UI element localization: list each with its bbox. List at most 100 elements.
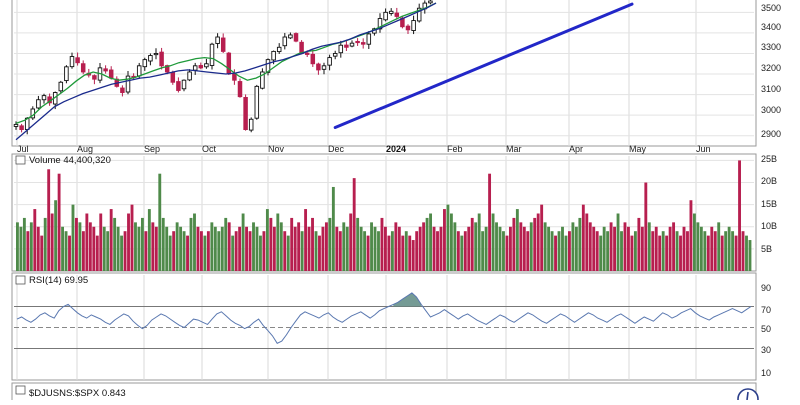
volume-bar xyxy=(620,231,623,271)
volume-bar xyxy=(224,217,228,271)
rsi-tick-10: 10 xyxy=(761,368,771,378)
price-candle xyxy=(349,40,355,48)
volume-bar xyxy=(397,226,401,271)
price-candle xyxy=(327,54,332,71)
volume-bar xyxy=(557,231,561,271)
price-tick-3400: 3400 xyxy=(761,22,781,32)
month-label-nov: Nov xyxy=(268,144,285,154)
month-label-apr: Apr xyxy=(569,144,583,154)
price-candle xyxy=(366,31,372,50)
volume-bar xyxy=(359,226,363,271)
volume-bar xyxy=(293,226,297,271)
volume-legend-swatch xyxy=(15,155,26,165)
rsi-line xyxy=(16,292,752,344)
candle-body xyxy=(215,36,220,44)
candle-body xyxy=(69,56,75,68)
volume-bar xyxy=(262,231,266,271)
volume-bar xyxy=(19,226,23,271)
candle-body xyxy=(344,44,349,48)
volume-bar xyxy=(637,217,641,271)
price-candle xyxy=(321,62,327,75)
volume-bar xyxy=(356,217,360,271)
volume-bar xyxy=(68,235,71,271)
volume-bar xyxy=(679,235,682,271)
volume-bar xyxy=(710,226,714,271)
volume-bar xyxy=(439,226,443,271)
volume-bar xyxy=(581,204,585,271)
volume-bar xyxy=(140,217,144,271)
price-candle xyxy=(176,77,181,93)
price-candle xyxy=(332,50,338,60)
volume-bar xyxy=(331,186,335,271)
volume-bar xyxy=(290,217,294,271)
candle-body xyxy=(176,81,181,91)
volume-bar xyxy=(672,222,676,271)
volume-bar xyxy=(404,231,408,271)
candle-body xyxy=(232,73,237,81)
price-candle xyxy=(248,117,254,133)
volume-bar xyxy=(658,235,662,271)
volume-bar xyxy=(529,222,533,271)
volume-tick-15b: 15B xyxy=(761,199,777,209)
volume-bar xyxy=(26,231,30,271)
price-candle xyxy=(254,84,260,120)
volume-bar xyxy=(661,231,665,271)
volume-bar xyxy=(627,226,630,271)
volume-bar xyxy=(377,231,380,271)
price-candle xyxy=(215,33,220,49)
volume-bar xyxy=(161,217,165,271)
volume-bar xyxy=(286,235,290,271)
candle-body xyxy=(304,52,310,55)
volume-bar xyxy=(387,235,391,271)
candle-body xyxy=(360,42,366,45)
price-tick-3200: 3200 xyxy=(761,63,781,73)
price-candle xyxy=(383,8,388,22)
volume-bar xyxy=(734,235,738,271)
price-tick-3300: 3300 xyxy=(761,42,781,52)
volume-bar xyxy=(203,235,207,271)
volume-bar xyxy=(54,200,58,271)
volume-bar xyxy=(443,209,446,271)
candle-body xyxy=(170,72,176,83)
volume-bar xyxy=(630,235,634,271)
candle-body xyxy=(80,63,86,73)
volume-bar xyxy=(640,226,644,271)
candle-body xyxy=(92,75,97,80)
volume-bar xyxy=(470,217,474,271)
volume-bar xyxy=(484,226,488,271)
volume-bar xyxy=(231,235,235,271)
price-candle xyxy=(125,70,131,95)
volume-bar xyxy=(255,226,259,271)
volume-bar xyxy=(467,226,471,271)
rsi-title: RSI(14) 69.95 xyxy=(29,275,88,286)
volume-bar xyxy=(335,226,339,271)
volume-bar xyxy=(706,235,710,271)
moving-average-line-slow xyxy=(15,2,437,141)
volume-bar xyxy=(616,213,620,271)
volume-bar xyxy=(595,231,599,271)
volume-bar xyxy=(16,222,19,271)
volume-bar xyxy=(106,231,110,271)
volume-bar xyxy=(175,222,179,271)
volume-bar xyxy=(453,222,457,271)
price-candle xyxy=(209,42,215,70)
volume-bar xyxy=(36,226,40,271)
volume-bar xyxy=(554,235,557,271)
volume-bar xyxy=(699,226,703,271)
price-candle xyxy=(394,7,400,20)
candle-body xyxy=(164,65,170,73)
month-label-jun: Jun xyxy=(696,144,711,154)
volume-bar xyxy=(606,231,610,271)
volume-bar xyxy=(686,231,689,271)
volume-bar xyxy=(609,222,613,271)
volume-bar xyxy=(578,217,582,271)
candle-body xyxy=(293,33,299,42)
volume-bar xyxy=(206,231,210,271)
volume-bar xyxy=(227,222,231,271)
volume-tick-5b: 5B xyxy=(761,244,772,254)
volume-bar xyxy=(130,204,134,271)
candle-body xyxy=(209,43,215,66)
volume-bar xyxy=(352,178,356,271)
volume-bar xyxy=(550,231,554,271)
volume-bar xyxy=(477,213,481,271)
